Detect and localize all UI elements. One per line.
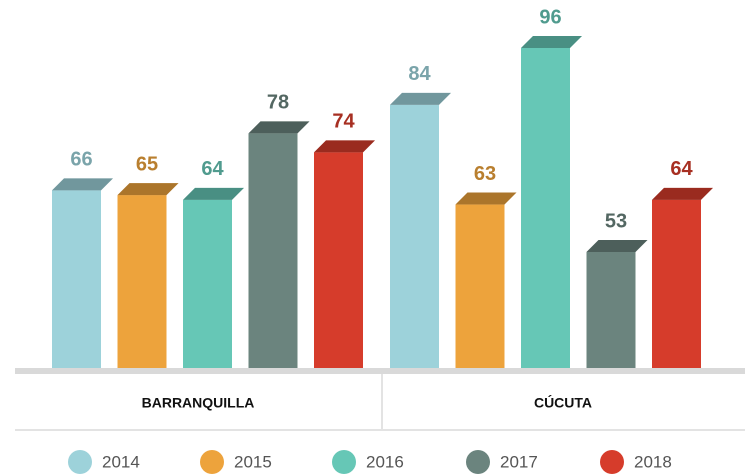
legend-swatch [68,450,92,474]
bar-cap-shade [117,183,179,196]
category-label: CÚCUTA [534,394,592,411]
legend-label: 2018 [634,452,672,471]
value-label: 64 [201,158,224,180]
bar-cap [390,92,451,105]
bar [183,199,232,368]
bar [455,204,505,368]
bar-cap [652,187,713,200]
bar [586,252,636,368]
value-label: 78 [267,92,289,114]
legend-swatch [200,450,224,474]
value-label: 53 [605,210,627,232]
bar-cap [455,192,517,205]
legend-swatch [600,450,624,474]
legend-swatch [332,450,356,474]
bar-cap-shade [455,192,517,205]
value-label: 74 [332,111,355,133]
bar-cap [521,36,582,48]
bar-cap [248,121,310,134]
category-label: BARRANQUILLA [142,395,255,411]
bar-cap-shade [521,36,582,48]
value-label: 64 [670,158,693,180]
bar [521,48,570,368]
value-label: 65 [136,153,158,175]
legend-label: 2015 [234,452,272,471]
legend-label: 2017 [500,452,538,471]
value-label: 63 [474,163,496,185]
legend-swatch [466,450,490,474]
bar-cap-shade [314,140,375,153]
bar-cap [52,178,113,191]
bar [248,133,298,368]
bar-cap [586,240,648,252]
bar [314,152,363,368]
bar-cap-shade [390,92,451,105]
bar-cap [117,183,179,196]
value-label: 84 [408,63,431,85]
bar [117,195,167,368]
bar-cap-shade [586,240,648,252]
bar-cap-shade [652,187,713,200]
bar-cap [183,187,244,200]
bar [652,199,701,368]
legend-label: 2014 [102,452,140,471]
legend-label: 2016 [366,452,404,471]
bar-cap [314,140,375,153]
baseline-band [15,368,745,374]
bar-cap-shade [183,187,244,200]
bar-cap-shade [52,178,113,191]
bar-cap-shade [248,121,310,134]
value-label: 96 [539,6,561,28]
value-label: 66 [70,149,92,171]
bar [390,104,439,368]
bar [52,190,101,368]
